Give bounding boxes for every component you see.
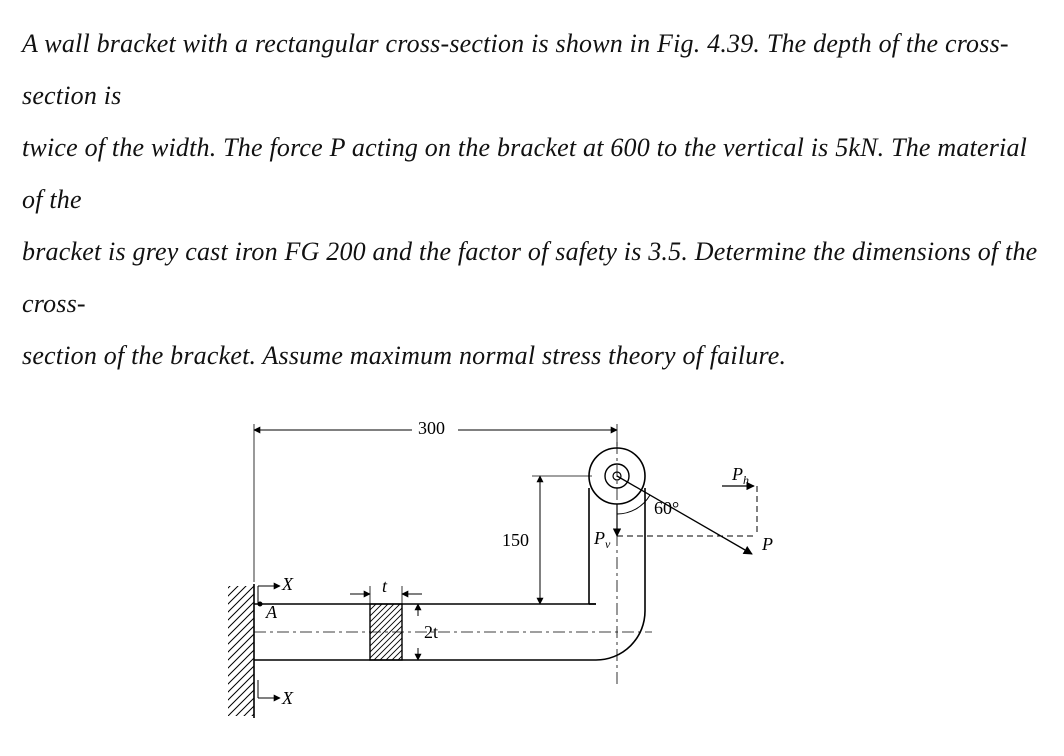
angle-label: 60° bbox=[654, 498, 679, 518]
dim-300-text: 300 bbox=[418, 418, 445, 438]
label-Pv: Pv bbox=[593, 528, 611, 551]
label-Ph: Ph bbox=[731, 464, 749, 487]
problem-line-3: bracket is grey cast iron FG 200 and the… bbox=[22, 226, 1042, 330]
label-P: P bbox=[761, 534, 773, 554]
label-A: A bbox=[265, 602, 278, 622]
force-P bbox=[617, 476, 752, 554]
bracket-figure: t 2t 300 150 bbox=[222, 386, 802, 756]
label-X-top: X bbox=[281, 574, 294, 594]
figure-container: t 2t 300 150 bbox=[22, 386, 1042, 756]
problem-line-2: twice of the width. The force P acting o… bbox=[22, 122, 1042, 226]
label-X-bot: X bbox=[281, 688, 294, 708]
label-t: t bbox=[382, 576, 388, 596]
problem-line-4: section of the bracket. Assume maximum n… bbox=[22, 330, 1042, 382]
wall-hatch bbox=[228, 586, 254, 716]
label-2t: 2t bbox=[424, 622, 438, 642]
problem-line-1: A wall bracket with a rectangular cross-… bbox=[22, 18, 1042, 122]
dim-150-text: 150 bbox=[502, 530, 529, 550]
bend-outer bbox=[596, 611, 645, 660]
cross-section bbox=[370, 604, 402, 660]
